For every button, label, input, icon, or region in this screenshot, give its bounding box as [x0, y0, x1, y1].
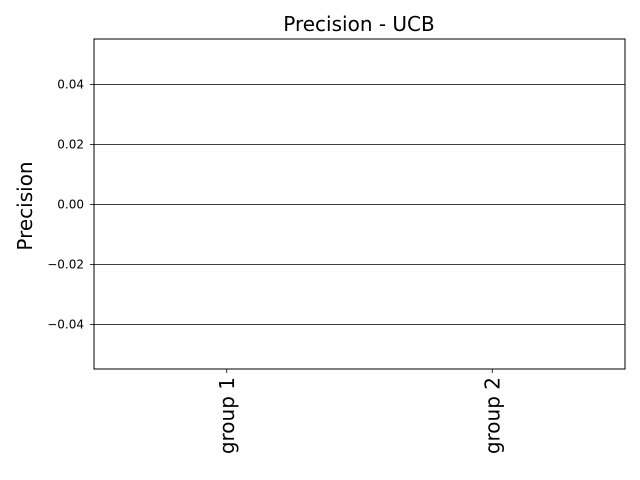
y-tick-label: −0.04	[47, 318, 84, 332]
y-tick-label: 0.00	[57, 198, 84, 212]
chart-title: Precision - UCB	[283, 12, 435, 36]
x-tick-label: group 2	[480, 377, 504, 454]
y-tick-label: 0.04	[57, 78, 84, 92]
x-tick-label: group 1	[215, 377, 239, 454]
y-tick-label: −0.02	[47, 258, 84, 272]
y-axis-label: Precision	[13, 161, 37, 250]
grid-layer	[94, 84, 625, 325]
x-tick-layer: group 1 group 2	[215, 369, 504, 454]
y-tick-layer: 0.04 0.02 0.00 −0.02 −0.04	[47, 78, 94, 332]
y-tick-label: 0.02	[57, 138, 84, 152]
plot-frame	[93, 38, 626, 370]
